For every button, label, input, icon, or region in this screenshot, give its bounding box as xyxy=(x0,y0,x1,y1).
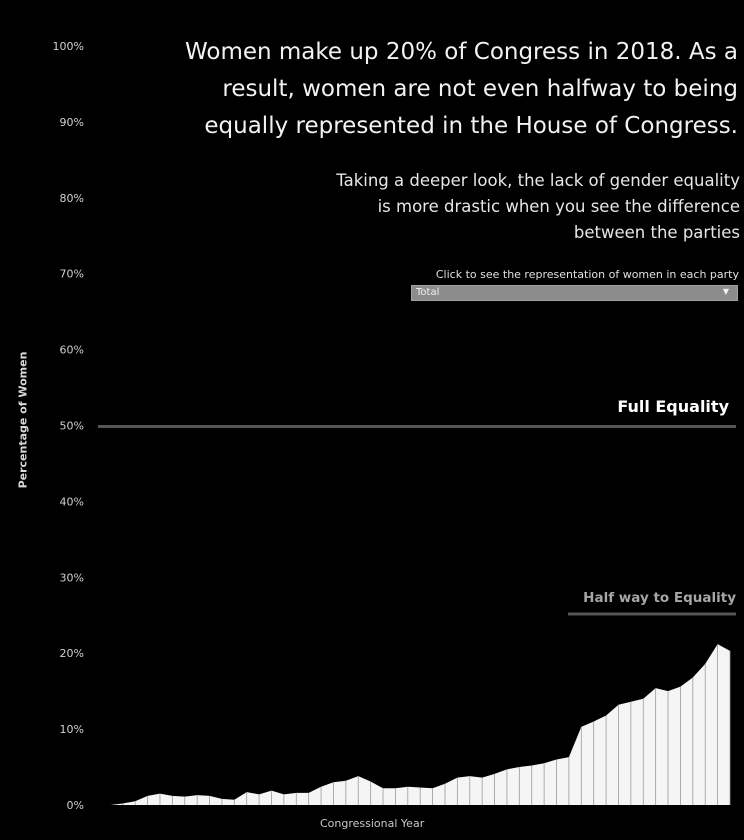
y-tick-label: 100% xyxy=(53,40,84,53)
x-axis-title: Congressional Year xyxy=(320,817,425,830)
y-axis-ticks: 0% 10% 20% 30% 40% 50% 60% 70% 80% 90% 100% xyxy=(53,40,84,812)
y-tick-label: 60% xyxy=(60,344,84,357)
y-tick-label: 50% xyxy=(60,420,84,433)
area-series xyxy=(98,644,731,805)
party-filter-dropdown[interactable]: Total ▼ xyxy=(411,285,738,301)
reference-lines: Full Equality Half way to Equality xyxy=(98,397,736,616)
page-subtitle: Taking a deeper look, the lack of gender… xyxy=(336,171,740,242)
women-share-area[interactable] xyxy=(98,644,730,805)
y-tick-label: 40% xyxy=(60,495,84,508)
page-title: Women make up 20% of Congress in 2018. A… xyxy=(184,39,738,139)
y-tick-label: 90% xyxy=(60,116,84,129)
y-tick-label: 20% xyxy=(60,647,84,660)
y-tick-label: 80% xyxy=(60,192,84,205)
y-tick-label: 10% xyxy=(60,723,84,736)
y-tick-label: 70% xyxy=(60,268,84,281)
party-filter-label: Click to see the representation of women… xyxy=(435,268,739,281)
chevron-down-icon[interactable]: ▼ xyxy=(722,287,729,296)
full-equality-label: Full Equality xyxy=(617,397,729,416)
y-tick-label: 0% xyxy=(67,799,84,812)
party-filter-value: Total xyxy=(416,287,440,298)
half-equality-label: Half way to Equality xyxy=(583,590,736,606)
y-tick-label: 30% xyxy=(60,571,84,584)
